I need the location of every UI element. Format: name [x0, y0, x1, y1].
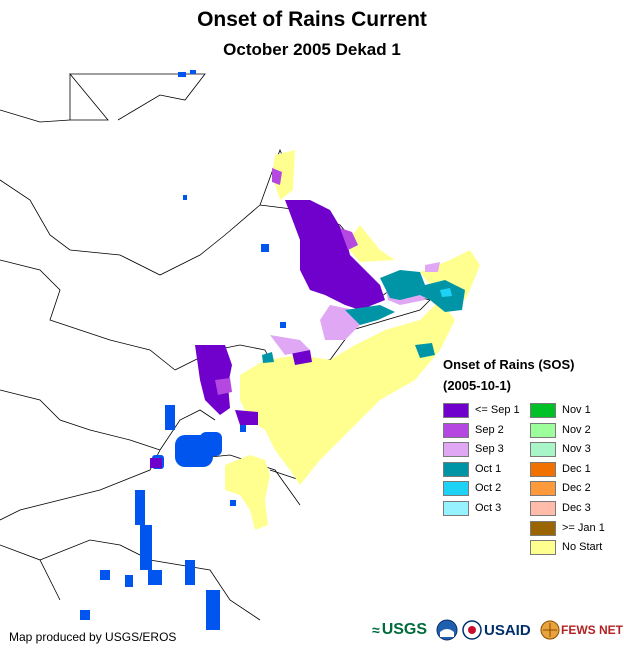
legend-swatch — [530, 442, 556, 458]
legend-label: >= Jan 1 — [562, 521, 605, 534]
noaa-logo — [436, 618, 458, 642]
legend-label: No Start — [562, 541, 603, 554]
legend-swatch — [530, 403, 556, 418]
noaa-emblem-icon — [436, 619, 458, 641]
map-credit: Map produced by USGS/EROS — [9, 630, 177, 644]
legend-swatch — [530, 501, 556, 516]
legend-swatch — [530, 520, 556, 536]
legend-swatch — [530, 540, 556, 556]
legend-label: Nov 3 — [562, 443, 591, 456]
usgs-logo-text: USGS — [381, 621, 428, 638]
fewsnet-logo: FEWS NET — [540, 618, 623, 642]
legend-swatch — [443, 442, 469, 458]
legend-label: Oct 1 — [475, 462, 502, 475]
legend-label: Sep 3 — [475, 443, 504, 456]
legend-label: Oct 2 — [475, 482, 502, 495]
legend-swatch — [530, 461, 556, 477]
legend-label: Nov 2 — [562, 423, 591, 436]
legend-label: Oct 3 — [475, 502, 502, 514]
legend-label: Nov 1 — [562, 404, 591, 416]
usgs-wave-icon: ≈ — [372, 622, 380, 638]
legend-swatch — [530, 481, 556, 497]
fewsnet-logo-text: FEWS NET — [561, 623, 623, 637]
legend-label: <= Sep 1 — [475, 404, 520, 416]
map-title: Onset of Rains Current — [197, 8, 427, 31]
legend-swatch — [443, 481, 469, 497]
legend-label: Dec 2 — [562, 482, 591, 495]
legend-date: (2005-10-1) — [443, 378, 511, 393]
legend-swatch — [443, 461, 469, 477]
legend-swatch — [530, 422, 556, 438]
legend-swatch — [443, 403, 469, 418]
fewsnet-globe-icon — [540, 620, 560, 640]
usgs-logo: ≈ USGS — [372, 618, 427, 642]
legend-label: Dec 3 — [562, 502, 591, 514]
onset-zones — [150, 150, 480, 530]
usaid-logo: USAID — [462, 618, 531, 642]
map-subtitle: October 2005 Dekad 1 — [223, 40, 401, 59]
usaid-emblem-icon — [462, 620, 482, 640]
legend-swatch — [443, 501, 469, 516]
lakes — [80, 70, 286, 630]
legend-swatch — [443, 422, 469, 438]
legend-label: Sep 2 — [475, 423, 504, 436]
legend-label: Dec 1 — [562, 462, 591, 475]
usaid-logo-text: USAID — [484, 621, 531, 639]
legend-title: Onset of Rains (SOS) — [443, 357, 575, 372]
